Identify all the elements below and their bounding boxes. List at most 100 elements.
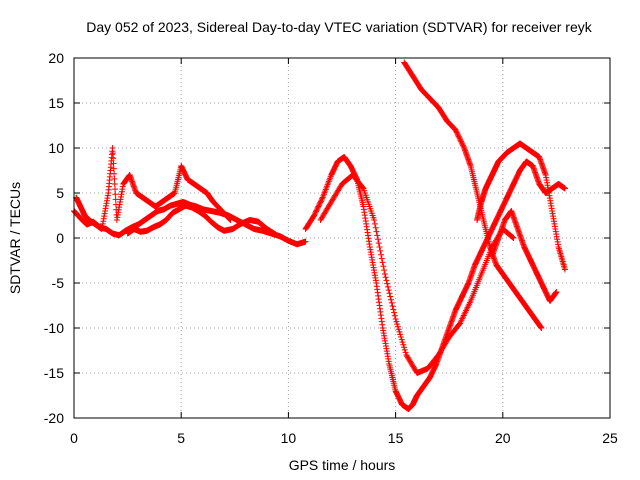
x-axis-label: GPS time / hours bbox=[289, 457, 396, 473]
data-point bbox=[110, 160, 117, 167]
series-satellite-arc-h bbox=[489, 208, 560, 304]
x-tick-label: 15 bbox=[388, 430, 404, 446]
data-point bbox=[453, 129, 460, 136]
data-point bbox=[394, 323, 401, 330]
data-point bbox=[454, 130, 461, 137]
data-point bbox=[387, 293, 394, 300]
data-point bbox=[459, 141, 466, 148]
data-point bbox=[455, 133, 462, 140]
data-point bbox=[372, 224, 379, 231]
series-satellite-arc-c bbox=[124, 202, 279, 238]
data-point bbox=[302, 238, 309, 245]
y-tick-label: 15 bbox=[48, 95, 64, 111]
data-point bbox=[453, 128, 460, 135]
data-point bbox=[380, 263, 387, 270]
data-point bbox=[378, 251, 385, 258]
data-point bbox=[319, 195, 326, 202]
data-point bbox=[109, 145, 116, 151]
data-point bbox=[392, 316, 399, 322]
data-point bbox=[396, 328, 403, 335]
data-point bbox=[382, 274, 389, 281]
data-point bbox=[561, 266, 568, 273]
x-tick-label: 0 bbox=[70, 430, 78, 446]
data-point bbox=[381, 271, 388, 277]
data-point bbox=[509, 234, 516, 241]
x-tick-label: 20 bbox=[495, 430, 511, 446]
data-point bbox=[455, 132, 462, 139]
data-point bbox=[399, 339, 406, 346]
data-point bbox=[316, 200, 323, 207]
data-point bbox=[111, 170, 118, 177]
data-point bbox=[226, 215, 233, 222]
data-point bbox=[227, 217, 234, 223]
data-point bbox=[395, 326, 402, 333]
data-point bbox=[110, 155, 117, 162]
series-satellite-arc-g bbox=[474, 140, 568, 273]
data-point bbox=[397, 331, 404, 338]
data-point bbox=[538, 325, 545, 331]
data-point bbox=[311, 212, 318, 219]
data-point bbox=[371, 220, 378, 227]
y-tick-label: -5 bbox=[52, 275, 65, 291]
data-point bbox=[112, 186, 119, 193]
y-tick-label: -20 bbox=[44, 410, 64, 426]
data-point bbox=[314, 206, 321, 213]
data-point bbox=[315, 203, 322, 210]
data-point bbox=[226, 216, 233, 223]
data-point bbox=[374, 232, 381, 239]
data-point bbox=[388, 296, 395, 303]
data-point bbox=[398, 336, 405, 343]
data-point bbox=[390, 306, 397, 313]
data-points-layer bbox=[71, 59, 568, 412]
data-point bbox=[384, 283, 391, 290]
data-point bbox=[376, 244, 383, 250]
data-point bbox=[401, 346, 408, 353]
data-point bbox=[553, 289, 560, 295]
data-point bbox=[561, 185, 568, 192]
data-point bbox=[272, 231, 279, 238]
x-tick-label: 5 bbox=[177, 430, 185, 446]
data-point bbox=[374, 236, 381, 243]
data-point bbox=[316, 202, 323, 209]
data-point bbox=[378, 255, 385, 262]
y-tick-label: 20 bbox=[48, 50, 64, 66]
data-point bbox=[112, 191, 119, 198]
data-point bbox=[383, 277, 390, 284]
axis-ticks: 0 5 10 15 20 25 -20 -15 -10 -5 0 5 10 15 20 bbox=[44, 50, 618, 446]
y-tick-label: 10 bbox=[48, 140, 64, 156]
data-point bbox=[397, 334, 404, 340]
data-point bbox=[456, 134, 463, 141]
data-point bbox=[373, 228, 380, 235]
y-tick-label: 0 bbox=[56, 230, 64, 246]
data-point bbox=[394, 321, 401, 328]
data-point bbox=[313, 207, 320, 214]
data-point bbox=[377, 247, 384, 254]
data-point bbox=[458, 138, 465, 145]
data-point bbox=[110, 165, 117, 172]
data-point bbox=[391, 312, 398, 319]
data-point bbox=[384, 280, 391, 287]
data-point bbox=[317, 198, 324, 205]
grid-layer bbox=[74, 58, 610, 418]
data-point bbox=[401, 344, 408, 351]
data-point bbox=[379, 259, 386, 266]
y-axis-label: SDTVAR / TECUs bbox=[7, 182, 23, 294]
data-point bbox=[318, 197, 325, 204]
data-point bbox=[402, 349, 409, 356]
data-point bbox=[452, 127, 459, 133]
data-point bbox=[460, 143, 467, 150]
chart-title: Day 052 of 2023, Sidereal Day-to-day VTE… bbox=[86, 19, 592, 35]
series-satellite-arc-b bbox=[73, 145, 234, 232]
data-point bbox=[393, 318, 400, 325]
data-point bbox=[371, 217, 378, 223]
y-tick-label: -15 bbox=[44, 365, 64, 381]
data-point bbox=[381, 267, 388, 274]
data-point bbox=[458, 139, 465, 146]
data-point bbox=[386, 290, 393, 297]
data-point bbox=[311, 211, 318, 218]
data-point bbox=[388, 299, 395, 306]
data-point bbox=[312, 208, 319, 215]
data-point bbox=[317, 199, 324, 206]
